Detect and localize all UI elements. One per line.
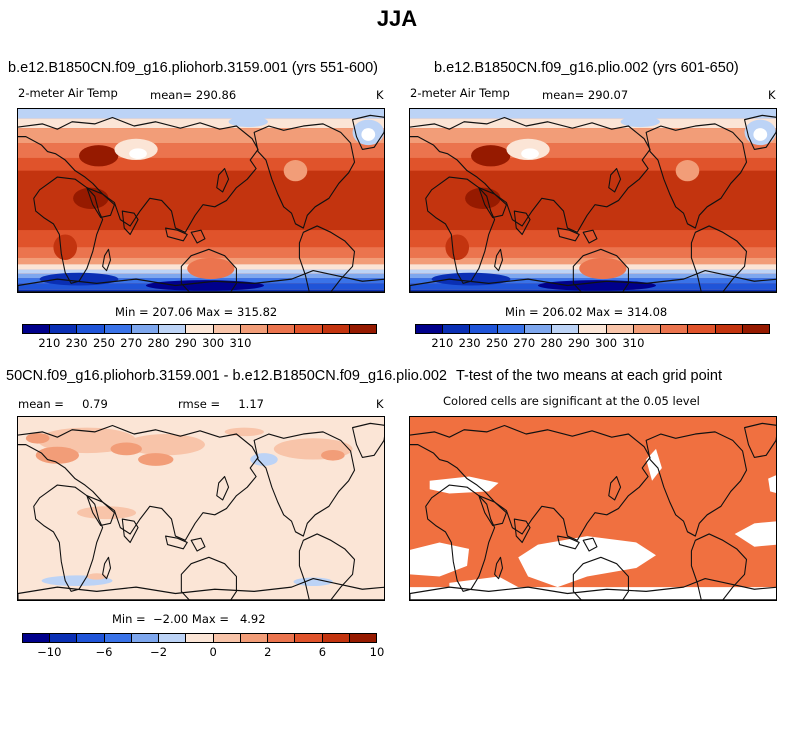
panel2-variable: 2-meter Air Temp: [410, 86, 510, 100]
colorbar-cell: [661, 325, 689, 333]
panel3-map: [17, 416, 385, 601]
colorbar-tick-label: 6: [318, 645, 327, 659]
panel1-units: K: [376, 88, 384, 102]
colorbar-tick-label: 250: [92, 336, 115, 350]
colorbar-tick-label: 250: [485, 336, 508, 350]
panel1-colorbar: [22, 324, 377, 334]
panel2-units: K: [768, 88, 776, 102]
colorbar-cell: [443, 325, 471, 333]
colorbar-cell: [104, 325, 132, 333]
colorbar-cell: [186, 325, 214, 333]
panel1-map: [17, 108, 385, 293]
colorbar-cell: [606, 325, 634, 333]
colorbar-cell: [579, 325, 607, 333]
colorbar-tick-label: 230: [458, 336, 481, 350]
colorbar-tick-label: 310: [622, 336, 645, 350]
colorbar-cell: [159, 325, 187, 333]
panel1-title: b.e12.B1850CN.f09_g16.pliohorb.3159.001 …: [8, 60, 379, 76]
colorbar-cell: [524, 325, 553, 333]
colorbar-tick-label: 2: [264, 645, 272, 659]
colorbar-cell: [104, 634, 132, 642]
colorbar-tick-label: 270: [513, 336, 536, 350]
panel3-minmax: Min = −2.00 Max = 4.92: [112, 612, 266, 626]
colorbar-tick-label: −6: [95, 645, 113, 659]
colorbar-cell: [416, 325, 444, 333]
panel3-rmse: rmse = 1.17: [178, 397, 264, 411]
colorbar-cell: [213, 325, 241, 333]
colorbar-tick-label: 0: [209, 645, 217, 659]
colorbar-cell: [159, 634, 187, 642]
colorbar-tick-label: 10: [369, 645, 385, 659]
colorbar-cell: [295, 325, 323, 333]
colorbar-cell: [349, 325, 377, 333]
panel2-map: [409, 108, 777, 293]
panel1-variable: 2-meter Air Temp: [18, 86, 118, 100]
colorbar-tick-label: 280: [147, 336, 170, 350]
panel1-minmax: Min = 207.06 Max = 315.82: [115, 305, 278, 319]
colorbar-cell: [268, 325, 296, 333]
colorbar-cell: [77, 325, 105, 333]
colorbar-cell: [23, 634, 51, 642]
colorbar-tick-label: −2: [150, 645, 168, 659]
colorbar-cell: [552, 325, 580, 333]
panel3-title: 50CN.f09_g16.pliohorb.3159.001 - b.e12.B…: [6, 368, 447, 384]
panel2-colorbar-labels: 210 230 250 270 280 290 300 310: [415, 336, 770, 350]
panel2-colorbar: [415, 324, 770, 334]
panel2-title: b.e12.B1850CN.f09_g16.plio.002 (yrs 601-…: [434, 60, 739, 76]
colorbar-tick-label: 300: [202, 336, 225, 350]
panel3-mean: mean = 0.79: [18, 397, 108, 411]
colorbar-cell: [322, 634, 350, 642]
colorbar-tick-label: 280: [540, 336, 563, 350]
colorbar-tick-label: −10: [37, 645, 62, 659]
colorbar-cell: [240, 634, 269, 642]
colorbar-cell: [349, 634, 377, 642]
colorbar-cell: [240, 325, 269, 333]
panel1-mean: mean= 290.86: [150, 88, 237, 102]
colorbar-cell: [295, 634, 323, 642]
colorbar-cell: [77, 634, 105, 642]
colorbar-cell: [633, 325, 662, 333]
colorbar-cell: [50, 634, 78, 642]
panel2-minmax: Min = 206.02 Max = 314.08: [505, 305, 668, 319]
colorbar-cell: [186, 634, 214, 642]
panel3-colorbar: [22, 633, 377, 643]
colorbar-cell: [50, 325, 78, 333]
main-title: JJA: [376, 6, 418, 31]
colorbar-tick-label: 300: [595, 336, 618, 350]
panel4-title: T-test of the two means at each grid poi…: [456, 368, 722, 384]
colorbar-cell: [131, 634, 160, 642]
colorbar-cell: [213, 634, 241, 642]
colorbar-cell: [23, 325, 51, 333]
colorbar-tick-label: 310: [229, 336, 252, 350]
colorbar-tick-label: 210: [431, 336, 454, 350]
colorbar-tick-label: 290: [174, 336, 197, 350]
colorbar-cell: [688, 325, 716, 333]
colorbar-cell: [470, 325, 498, 333]
panel2-mean: mean= 290.07: [542, 88, 629, 102]
panel3-units: K: [376, 397, 384, 411]
colorbar-cell: [715, 325, 743, 333]
colorbar-tick-label: 290: [567, 336, 590, 350]
colorbar-cell: [497, 325, 525, 333]
colorbar-tick-label: 230: [65, 336, 88, 350]
colorbar-cell: [131, 325, 160, 333]
colorbar-cell: [268, 634, 296, 642]
colorbar-tick-label: 270: [120, 336, 143, 350]
colorbar-tick-label: 210: [38, 336, 61, 350]
colorbar-cell: [322, 325, 350, 333]
colorbar-cell: [742, 325, 770, 333]
panel4-map: [409, 416, 777, 601]
panel3-colorbar-labels: −10 −6 −2 0 2 6 10: [22, 645, 384, 659]
panel4-subtitle: Colored cells are significant at the 0.0…: [443, 394, 700, 408]
panel1-colorbar-labels: 210 230 250 270 280 290 300 310: [22, 336, 377, 350]
